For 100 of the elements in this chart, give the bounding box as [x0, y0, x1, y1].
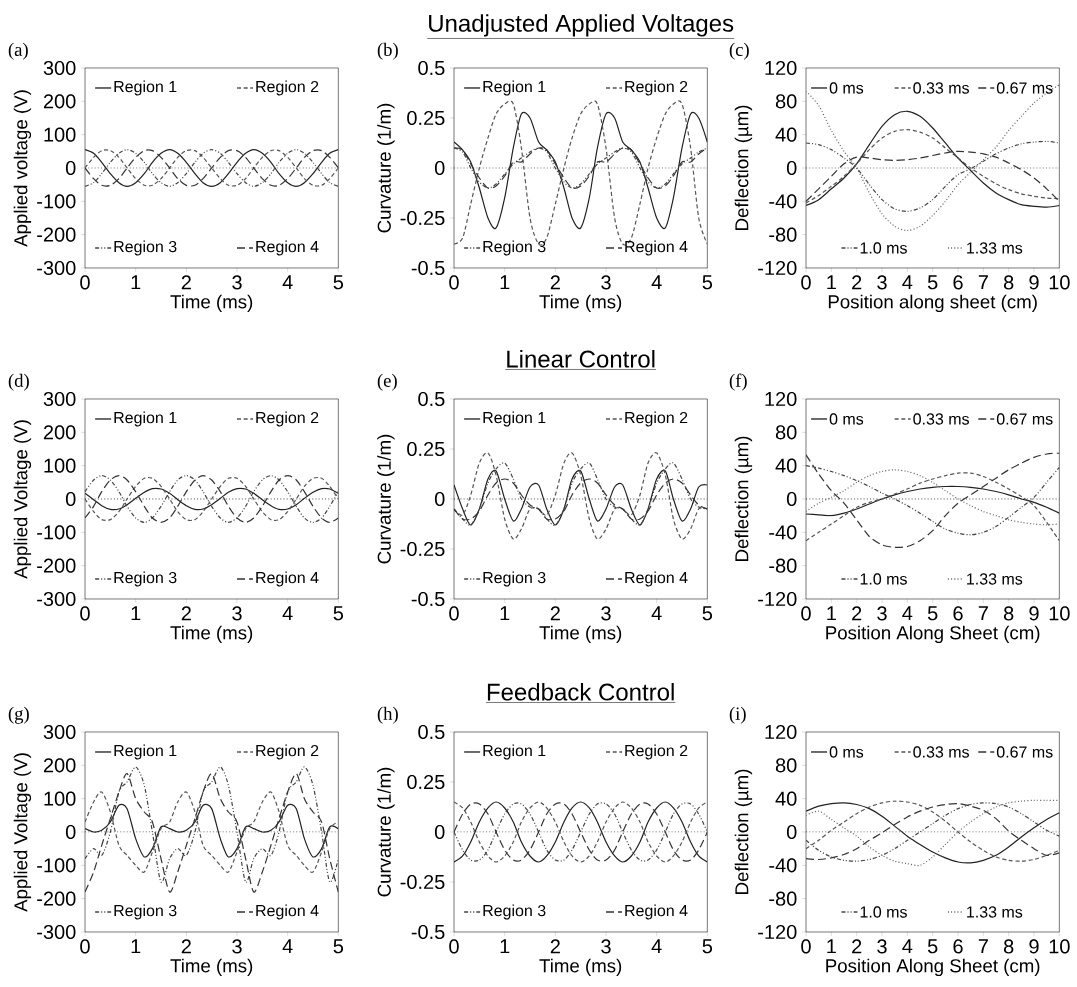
x-tick-label: 1	[827, 606, 836, 621]
x-tick-label: 2	[181, 606, 191, 621]
x-tick-label: 3	[601, 275, 611, 290]
x-tick-label: 6	[953, 606, 963, 621]
y-tick-label: 0	[434, 824, 445, 840]
legend-label: 1.0 ms	[860, 573, 907, 585]
legend-label: Region 3	[483, 904, 546, 920]
y-tick-label: -40	[769, 194, 797, 209]
legend-label: Region 1	[483, 80, 546, 96]
x-tick-label: 9	[1029, 939, 1039, 954]
legend-label: Region 1	[114, 80, 177, 96]
legend-label: Region 1	[114, 744, 177, 760]
y-tick-label: 0	[786, 160, 797, 176]
y-tick-label: -40	[769, 858, 797, 873]
x-tick-label: 2	[550, 939, 560, 954]
legend-label: Region 2	[625, 80, 688, 96]
legend-label: Region 4	[256, 240, 319, 256]
legend-label: 0.33 ms	[913, 82, 969, 94]
x-tick-label: 7	[978, 606, 988, 621]
legend-label: Region 2	[256, 744, 319, 760]
y-tick-label: 200	[43, 94, 76, 109]
legend-label: Region 3	[483, 571, 546, 587]
legend-label: Region 4	[625, 240, 688, 256]
text: (f)	[729, 373, 747, 391]
y-tick-label: 300	[43, 724, 76, 740]
legend-label: 1.0 ms	[860, 906, 907, 918]
x-tick-label: 1	[131, 275, 141, 290]
text: (a)	[8, 42, 28, 60]
y-tick-label: 120	[765, 60, 797, 76]
x-tick-label: 2	[852, 939, 862, 954]
y-tick-label: -80	[769, 227, 797, 242]
legend-label: Region 3	[114, 571, 177, 587]
y-tick-label: -100	[37, 525, 76, 540]
x-axis-title: Position Along Sheet (cm)	[826, 958, 1040, 977]
legend-label: Region 3	[483, 240, 546, 256]
x-tick-label: 4	[282, 606, 293, 621]
x-tick-label: 5	[702, 939, 713, 954]
x-tick-label: 2	[181, 939, 191, 954]
y-axis-title: Curvature (1/m)	[377, 103, 395, 233]
x-tick-label: 0	[80, 939, 90, 954]
legend-label: Region 3	[114, 240, 177, 256]
x-tick-label: 9	[1029, 606, 1039, 621]
y-tick-label: 0	[65, 491, 76, 507]
legend-label: 0.67 ms	[996, 746, 1053, 758]
x-tick-label: 5	[702, 275, 713, 290]
y-axis-title: Deflection (µm)	[734, 105, 753, 230]
x-tick-label: 5	[927, 939, 938, 954]
y-tick-label: 0	[65, 160, 76, 176]
x-tick-label: 1	[500, 606, 510, 621]
x-tick-label: 5	[702, 606, 713, 621]
y-tick-label: 80	[775, 758, 797, 773]
x-tick-label: 4	[651, 275, 662, 290]
legend-label: 0.67 ms	[996, 413, 1053, 425]
x-tick-label: 2	[550, 606, 560, 621]
y-tick-label: -120	[758, 924, 797, 940]
x-axis-title: Position along sheet (cm)	[828, 294, 1037, 313]
chart-title: Unadjusted Applied Voltages	[429, 14, 734, 37]
y-tick-label: 100	[44, 791, 76, 806]
y-tick-label: -200	[37, 227, 76, 242]
y-tick-label: 40	[775, 458, 797, 473]
y-tick-label: 0.25	[407, 774, 445, 790]
legend-label: Region 4	[625, 571, 688, 587]
legend-label: Region 1	[483, 411, 546, 427]
x-axis-title: Time (ms)	[170, 294, 253, 313]
x-tick-label: 1	[131, 606, 141, 621]
x-tick-label: 8	[1003, 606, 1014, 621]
x-tick-label: 4	[902, 939, 913, 954]
legend-label: Region 3	[114, 904, 177, 920]
y-tick-label: 0	[434, 160, 445, 176]
x-axis-title: Position Along Sheet (cm)	[826, 625, 1040, 644]
x-tick-label: 10	[1049, 275, 1070, 290]
x-tick-label: 4	[902, 275, 913, 290]
legend-label: 0.33 ms	[913, 413, 969, 425]
y-tick-label: 0.5	[418, 391, 445, 407]
x-tick-label: 0	[801, 275, 811, 290]
x-tick-label: 3	[601, 939, 611, 954]
legend-label: Region 1	[483, 744, 546, 760]
text: (d)	[8, 373, 29, 391]
legend-label: Region 2	[256, 411, 319, 427]
x-tick-label: 6	[953, 275, 963, 290]
y-tick-label: 0	[786, 824, 797, 840]
y-tick-label: 40	[775, 791, 797, 806]
y-tick-label: -200	[37, 558, 76, 573]
x-axis-title: Time (ms)	[170, 625, 253, 644]
y-tick-label: -80	[769, 558, 797, 573]
legend-label: 1.33 ms	[967, 573, 1023, 585]
y-tick-label: -300	[37, 260, 76, 276]
x-tick-label: 7	[978, 275, 988, 290]
y-tick-label: 200	[43, 425, 76, 440]
x-tick-label: 4	[282, 275, 293, 290]
x-tick-label: 7	[978, 939, 988, 954]
y-tick-label: 100	[44, 127, 76, 142]
legend-label: Region 4	[625, 904, 688, 920]
legend-label: Region 2	[625, 411, 688, 427]
x-tick-label: 0	[449, 606, 459, 621]
legend-label: Region 4	[256, 571, 319, 587]
x-tick-label: 4	[651, 606, 662, 621]
text: (e)	[377, 373, 397, 391]
text: (g)	[8, 706, 29, 724]
y-tick-label: -0.25	[400, 874, 445, 890]
